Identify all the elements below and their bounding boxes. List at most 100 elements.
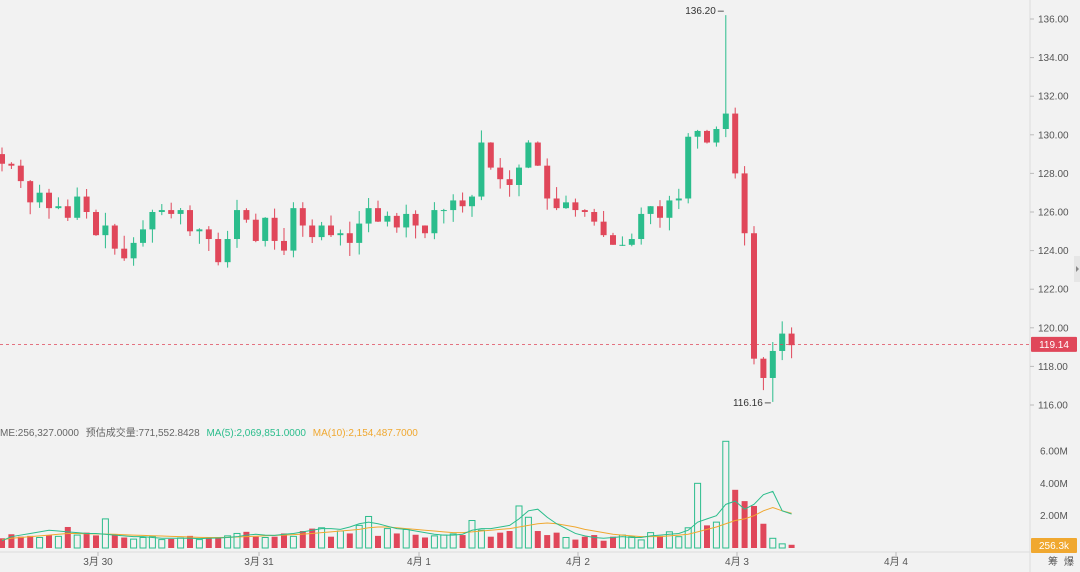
volume-bar (121, 537, 128, 548)
candle-body (83, 196, 90, 212)
volume-bar (365, 515, 373, 549)
volume-bar (665, 531, 673, 549)
candle-body (234, 210, 240, 240)
candle-body (281, 240, 287, 251)
side-collapse-handle[interactable] (1074, 256, 1080, 282)
candle-body (74, 196, 81, 218)
volume-bar (459, 535, 466, 548)
volume-bar (591, 535, 598, 548)
candle-body (365, 208, 372, 224)
volume-bar (205, 538, 212, 548)
volume-bar (732, 489, 739, 548)
volume-bar (187, 535, 193, 548)
candle-body (459, 200, 466, 207)
candle-body (140, 229, 146, 243)
candle-body (713, 129, 720, 143)
volume-bar (637, 539, 645, 549)
candles (0, 15, 795, 402)
volume-bar (610, 536, 616, 548)
candle-body (788, 333, 795, 346)
price-tick-label: 126.00 (1038, 208, 1069, 219)
candle-body (17, 165, 24, 182)
candle-body (375, 208, 381, 222)
candle-body (271, 217, 278, 241)
candle-body (8, 163, 15, 166)
volume-bar (252, 536, 259, 548)
candle-body (534, 142, 541, 166)
volume-bar (46, 535, 52, 548)
candle-body (149, 212, 156, 230)
volume-bar (346, 533, 353, 548)
volume-bar (675, 536, 683, 549)
high-marker: 136.20 (685, 6, 724, 17)
candle-body (694, 130, 701, 137)
candle-body (224, 239, 231, 263)
volume-bar (111, 534, 118, 548)
candle-body (497, 167, 504, 180)
volume-bar (524, 516, 532, 549)
svg-text:256.3k: 256.3k (1039, 541, 1070, 552)
volume-bar (243, 531, 250, 548)
volume-bar (600, 540, 607, 548)
candle-body (657, 206, 663, 218)
candle-body (779, 333, 786, 351)
svg-text:136.20: 136.20 (685, 6, 716, 17)
svg-text:116.16: 116.16 (733, 398, 763, 409)
candle-body (393, 215, 400, 228)
candle-body (187, 210, 193, 232)
candle-body (262, 217, 269, 241)
candle-body (243, 210, 250, 220)
candle-body (591, 212, 598, 222)
candle-body (666, 200, 673, 218)
volume-tick-label: 2.00M (1040, 511, 1068, 522)
candle-body (328, 225, 334, 236)
volume-bar (769, 537, 777, 549)
volume-bar (318, 527, 326, 549)
candle-body (431, 210, 438, 234)
candle-body (440, 210, 447, 212)
volume-bar (289, 535, 297, 549)
candle-body (158, 210, 165, 212)
volume-bar (741, 501, 748, 548)
candle-body (309, 225, 316, 238)
volume-bar (101, 518, 109, 549)
volume-bar (506, 531, 513, 548)
candle-body (215, 239, 222, 263)
ma10-line (1, 507, 792, 541)
current-price-tag: 119.14 (1031, 336, 1077, 352)
volume-bar (261, 536, 269, 549)
volume-bar (778, 543, 786, 549)
volume-bar (572, 539, 579, 548)
volume-bar (139, 536, 147, 549)
low-marker: 116.16 (733, 398, 771, 409)
candle-body (93, 212, 99, 236)
time-tick-label: 4月 1 (407, 556, 431, 568)
candle-body (516, 167, 522, 185)
candle-body (299, 208, 306, 226)
volume-bar (628, 536, 636, 549)
volume-bar (195, 539, 203, 549)
volume-bar (704, 525, 710, 548)
candle-body (64, 206, 71, 218)
candle-body (422, 225, 428, 234)
volume-bar (449, 533, 457, 549)
volume-bar (553, 532, 560, 548)
candle-body (55, 206, 62, 209)
candle-body (0, 154, 5, 164)
volume-bar (534, 531, 541, 548)
candle-body (572, 202, 579, 211)
burst-label[interactable]: 爆 (1064, 556, 1074, 568)
candle-body (412, 213, 419, 226)
volume-bar (760, 523, 767, 548)
volume-bar (562, 536, 570, 549)
chip-label[interactable]: 筹 (1048, 555, 1058, 568)
price-tick-label: 120.00 (1038, 323, 1069, 334)
candle-body (36, 192, 43, 203)
candle-body (252, 219, 259, 241)
volume-bar (309, 528, 316, 548)
candle-body (356, 223, 363, 243)
estimated-volume: 预估成交量:771,552.8428 (86, 426, 200, 439)
volume-bar (712, 521, 720, 549)
volume-axis: 6.00M 4.00M 2.00M (1040, 447, 1068, 523)
